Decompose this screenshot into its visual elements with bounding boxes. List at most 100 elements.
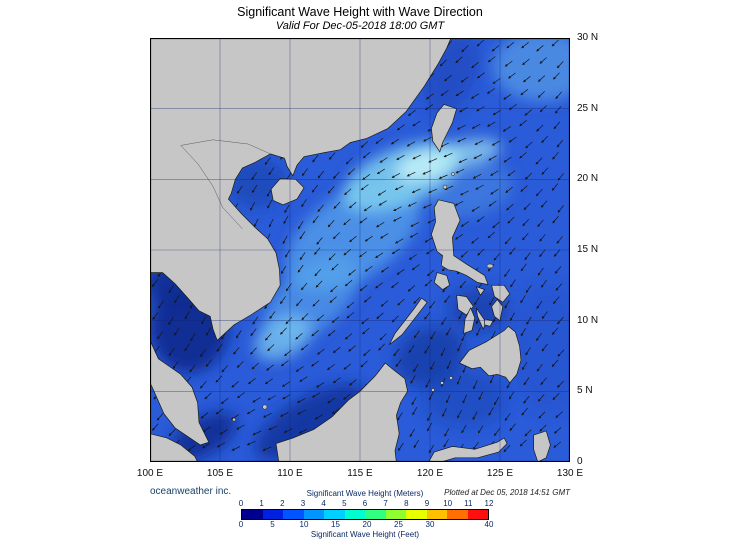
wave-direction-arrow [280, 327, 287, 335]
wave-direction-arrow [553, 296, 560, 304]
wave-direction-arrow [536, 332, 542, 341]
wave-direction-arrow [503, 156, 512, 163]
wave-direction-arrow [440, 90, 449, 96]
wave-direction-arrow [506, 203, 514, 211]
wave-direction-arrow [538, 411, 546, 419]
wave-direction-arrow [537, 394, 545, 402]
wave-direction-arrow [396, 124, 405, 131]
wave-direction-arrow [541, 167, 549, 175]
wave-direction-arrow [427, 422, 432, 432]
wave-direction-arrow [488, 407, 494, 416]
wave-direction-arrow [252, 184, 258, 193]
wave-direction-arrow [216, 343, 223, 352]
wave-direction-arrow [553, 249, 561, 257]
wave-direction-arrow [424, 237, 433, 243]
wave-direction-arrow [152, 423, 159, 431]
wave-direction-arrow [376, 312, 384, 320]
wave-direction-arrow [299, 231, 306, 240]
wave-direction-arrow [411, 264, 420, 271]
wave-direction-arrow [377, 190, 387, 196]
wave-direction-arrow [315, 280, 323, 288]
wave-direction-arrow [362, 174, 371, 180]
wave-direction-arrow [536, 124, 544, 132]
wave-direction-arrow [471, 123, 481, 129]
wave-direction-arrow [252, 397, 261, 403]
wave-direction-arrow [487, 56, 496, 63]
wave-direction-arrow [521, 407, 528, 416]
island-catanduanes [486, 263, 494, 269]
wave-direction-arrow [554, 106, 562, 114]
wave-direction-arrow [508, 72, 516, 79]
wave-direction-arrow [298, 221, 304, 230]
wave-direction-arrow [412, 406, 418, 416]
colorbar-meter-ticks: 0 1 2 3 4 5 6 7 8 9 10 11 12 [239, 499, 494, 509]
island-sulu-1 [431, 388, 435, 392]
wave-direction-arrow [360, 184, 369, 191]
wave-direction-arrow [537, 267, 544, 276]
wave-direction-arrow [297, 409, 306, 415]
wave-direction-arrow [478, 425, 484, 434]
wave-direction-arrow [265, 333, 272, 341]
brand-text: oceanweather inc. [150, 486, 232, 497]
wave-direction-arrow [555, 91, 562, 99]
wave-direction-arrow [551, 359, 559, 367]
wave-direction-arrow [262, 446, 272, 451]
wave-direction-arrow [360, 360, 368, 368]
wave-direction-arrow [248, 378, 256, 385]
wave-direction-arrow [332, 377, 341, 384]
wave-direction-arrow [556, 236, 563, 244]
wave-direction-arrow [380, 233, 389, 239]
wave-direction-arrow [151, 279, 159, 287]
wave-direction-arrow [490, 170, 499, 176]
wave-direction-arrow [522, 58, 530, 65]
wave-direction-arrow [393, 206, 402, 212]
wave-direction-arrow [360, 141, 369, 148]
wave-direction-arrow [539, 424, 547, 432]
wave-direction-arrow [408, 109, 416, 116]
wave-direction-arrow [280, 296, 286, 305]
island-taiwan [431, 103, 458, 153]
wave-direction-arrow [440, 347, 446, 357]
wave-direction-arrow [411, 188, 421, 193]
wave-direction-arrow [552, 215, 559, 224]
wave-direction-arrow [312, 299, 320, 307]
wave-direction-arrow [202, 426, 211, 433]
wave-direction-arrow [348, 201, 357, 209]
wave-direction-arrow [264, 378, 273, 385]
wave-direction-arrow [540, 377, 547, 385]
wave-direction-arrow [489, 297, 495, 306]
wave-direction-arrow [375, 282, 383, 289]
wave-direction-arrow [460, 190, 469, 196]
wave-direction-arrow [296, 298, 303, 307]
island-batanes [451, 172, 455, 176]
colorbar-feet-tick: 20 [362, 520, 372, 529]
wave-direction-arrow [395, 359, 402, 368]
wave-direction-arrow [456, 124, 466, 130]
wave-direction-arrow [455, 233, 464, 240]
wave-direction-arrow [461, 424, 467, 434]
wave-direction-arrow [299, 252, 306, 261]
wave-direction-arrow [523, 377, 530, 386]
wave-direction-arrow [525, 347, 531, 356]
wave-direction-arrow [152, 312, 159, 320]
wave-direction-arrow [184, 343, 190, 352]
wave-direction-arrow [555, 283, 563, 291]
wave-direction-arrow [312, 154, 319, 163]
island-sulu-2 [440, 381, 444, 385]
island-palawan [389, 297, 428, 345]
wave-direction-arrow [201, 315, 207, 325]
wave-direction-arrow [301, 282, 308, 291]
wave-direction-arrow [375, 137, 384, 144]
wave-direction-arrow [430, 331, 436, 340]
wave-direction-arrow [409, 428, 415, 437]
wave-direction-arrow [174, 327, 180, 336]
wave-direction-arrow [438, 174, 448, 179]
wave-direction-arrow [556, 61, 564, 69]
island-anambas [232, 417, 236, 422]
wave-direction-arrow [409, 232, 419, 238]
wave-direction-arrow [536, 300, 543, 309]
wave-direction-arrow [504, 237, 512, 245]
wave-direction-arrow [316, 382, 325, 388]
wave-direction-arrow [475, 184, 484, 190]
graticule [150, 38, 570, 462]
